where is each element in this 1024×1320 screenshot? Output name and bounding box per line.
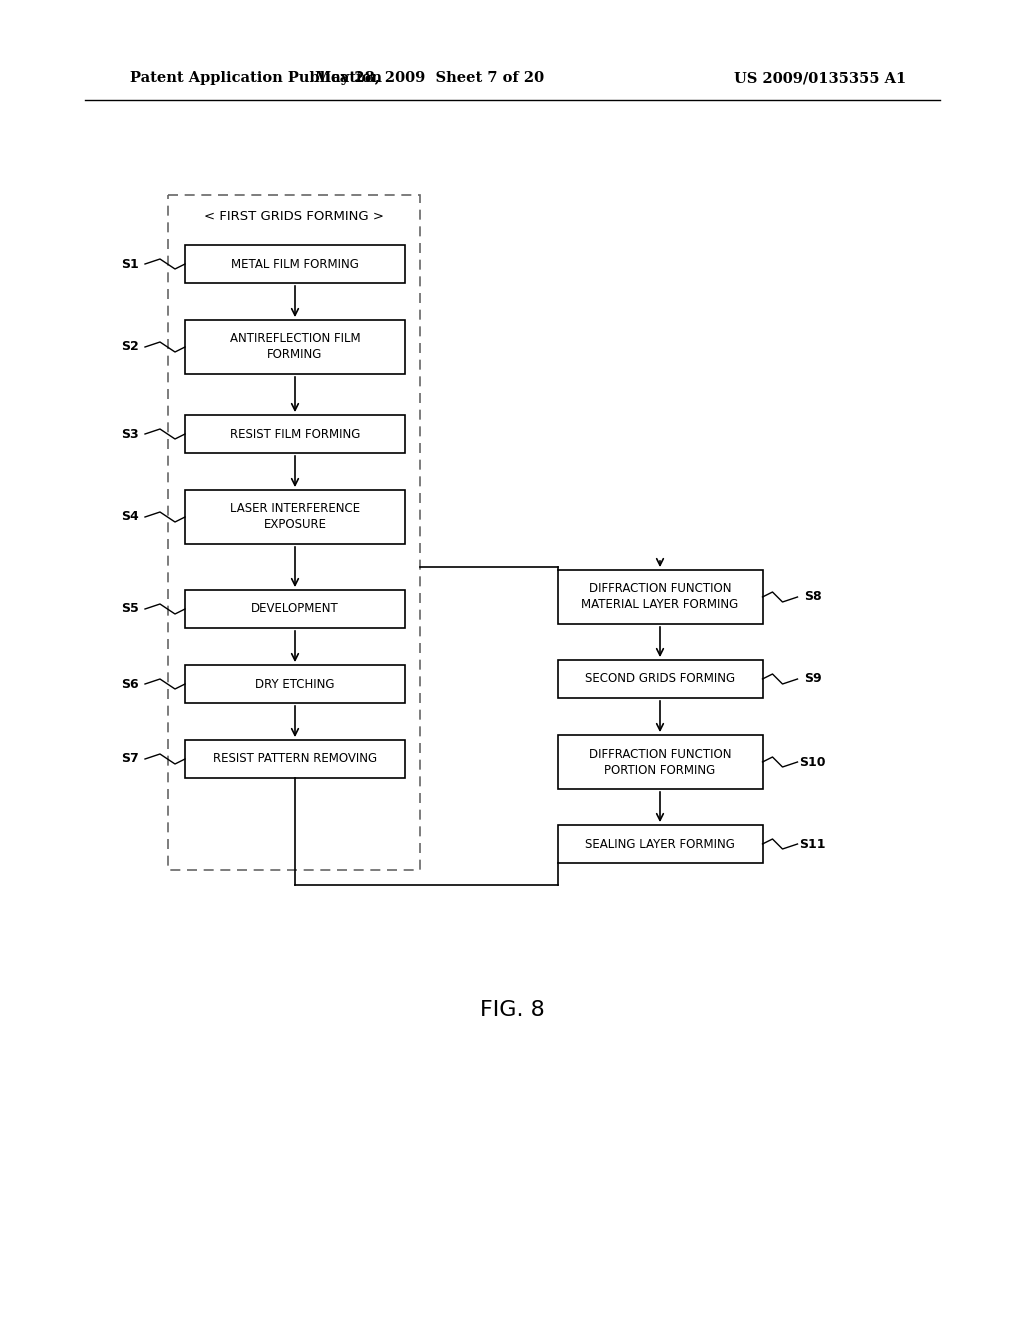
Text: RESIST PATTERN REMOVING: RESIST PATTERN REMOVING [213, 752, 377, 766]
Text: S1: S1 [121, 257, 139, 271]
Text: Patent Application Publication: Patent Application Publication [130, 71, 382, 84]
Text: S6: S6 [121, 677, 139, 690]
Text: RESIST FILM FORMING: RESIST FILM FORMING [229, 428, 360, 441]
FancyBboxPatch shape [185, 319, 406, 374]
Text: DRY ETCHING: DRY ETCHING [255, 677, 335, 690]
Text: S9: S9 [804, 672, 821, 685]
FancyBboxPatch shape [557, 825, 763, 863]
Text: S8: S8 [804, 590, 821, 603]
FancyBboxPatch shape [185, 590, 406, 628]
Text: FIG. 8: FIG. 8 [479, 1001, 545, 1020]
Text: SEALING LAYER FORMING: SEALING LAYER FORMING [585, 837, 735, 850]
FancyBboxPatch shape [557, 660, 763, 698]
Text: S5: S5 [121, 602, 139, 615]
Text: S10: S10 [800, 755, 825, 768]
FancyBboxPatch shape [185, 414, 406, 453]
Text: US 2009/0135355 A1: US 2009/0135355 A1 [734, 71, 906, 84]
Text: LASER INTERFERENCE
EXPOSURE: LASER INTERFERENCE EXPOSURE [230, 503, 360, 532]
FancyBboxPatch shape [185, 741, 406, 777]
Text: S7: S7 [121, 752, 139, 766]
Text: DIFFRACTION FUNCTION
MATERIAL LAYER FORMING: DIFFRACTION FUNCTION MATERIAL LAYER FORM… [582, 582, 738, 611]
Text: METAL FILM FORMING: METAL FILM FORMING [231, 257, 359, 271]
FancyBboxPatch shape [557, 570, 763, 624]
FancyBboxPatch shape [185, 490, 406, 544]
Text: S2: S2 [121, 341, 139, 354]
Text: < FIRST GRIDS FORMING >: < FIRST GRIDS FORMING > [204, 210, 384, 223]
Text: DEVELOPMENT: DEVELOPMENT [251, 602, 339, 615]
Text: May 28, 2009  Sheet 7 of 20: May 28, 2009 Sheet 7 of 20 [315, 71, 545, 84]
Text: S11: S11 [800, 837, 825, 850]
Text: S3: S3 [121, 428, 139, 441]
Text: DIFFRACTION FUNCTION
PORTION FORMING: DIFFRACTION FUNCTION PORTION FORMING [589, 747, 731, 776]
Text: SECOND GRIDS FORMING: SECOND GRIDS FORMING [585, 672, 735, 685]
FancyBboxPatch shape [185, 246, 406, 282]
Text: ANTIREFLECTION FILM
FORMING: ANTIREFLECTION FILM FORMING [229, 333, 360, 362]
Text: S4: S4 [121, 511, 139, 524]
FancyBboxPatch shape [557, 735, 763, 789]
FancyBboxPatch shape [185, 665, 406, 704]
